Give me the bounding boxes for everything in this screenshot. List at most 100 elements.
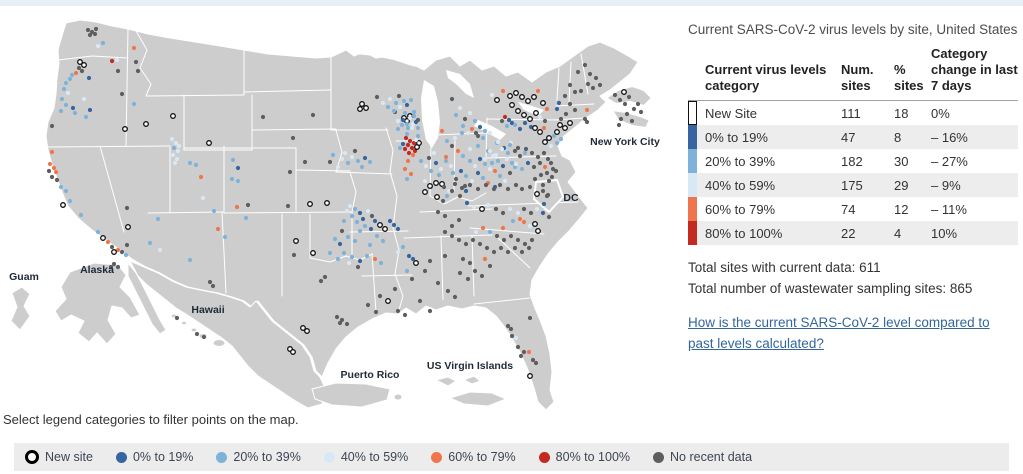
map-dot[interactable]: [357, 210, 363, 216]
map-dot[interactable]: [222, 234, 228, 240]
map-dot[interactable]: [597, 82, 603, 88]
map-dot[interactable]: [629, 118, 635, 124]
map-dot[interactable]: [541, 150, 547, 156]
map-dot[interactable]: [374, 94, 380, 100]
map-dot[interactable]: [531, 94, 537, 100]
map-dot[interactable]: [557, 122, 563, 128]
map-dot[interactable]: [413, 137, 419, 143]
map-dot[interactable]: [47, 161, 53, 167]
map-dot[interactable]: [491, 186, 497, 192]
map-dot[interactable]: [501, 237, 507, 243]
map-dot[interactable]: [365, 302, 371, 308]
map-dot[interactable]: [95, 43, 101, 49]
map-dot[interactable]: [362, 223, 368, 229]
map-dot[interactable]: [512, 122, 518, 128]
map-dot[interactable]: [556, 100, 562, 106]
map-dot[interactable]: [402, 146, 408, 152]
map-dot[interactable]: [169, 136, 175, 142]
map-dot[interactable]: [400, 141, 406, 147]
map-dot[interactable]: [500, 225, 506, 231]
map-dot[interactable]: [493, 206, 499, 212]
map-dot[interactable]: [105, 239, 111, 245]
map-dot[interactable]: [519, 166, 525, 172]
map-dot[interactable]: [367, 159, 373, 165]
map-dot[interactable]: [512, 148, 518, 154]
map-dot[interactable]: [505, 249, 511, 255]
map-dot[interactable]: [359, 101, 365, 107]
map-dot[interactable]: [171, 145, 177, 151]
map-dot[interactable]: [527, 315, 533, 321]
map-dot[interactable]: [558, 116, 564, 122]
map-dot[interactable]: [363, 105, 369, 111]
map-dot[interactable]: [70, 105, 76, 111]
map-dot[interactable]: [459, 185, 465, 191]
map-dot[interactable]: [215, 226, 221, 232]
map-dot[interactable]: [528, 124, 534, 130]
map-dot[interactable]: [542, 118, 548, 124]
map-dot[interactable]: [497, 173, 503, 179]
map-dot[interactable]: [402, 312, 408, 318]
map-dot[interactable]: [517, 126, 523, 132]
map-dot[interactable]: [590, 85, 596, 91]
map-dot[interactable]: [535, 228, 541, 234]
map-dot[interactable]: [507, 206, 513, 212]
map-dot[interactable]: [534, 191, 540, 197]
map-dot[interactable]: [59, 96, 65, 102]
map-dot[interactable]: [402, 110, 408, 116]
map-dot[interactable]: [507, 93, 513, 99]
map-dot[interactable]: [287, 169, 293, 175]
map-dot[interactable]: [445, 288, 451, 294]
map-dot[interactable]: [554, 129, 560, 135]
legend-item-new-site[interactable]: New site: [25, 450, 93, 464]
map-dot[interactable]: [513, 90, 519, 96]
map-dot[interactable]: [487, 148, 493, 154]
map-dot[interactable]: [210, 283, 216, 289]
map-dot[interactable]: [540, 182, 546, 188]
map-dot[interactable]: [537, 160, 543, 166]
map-dot[interactable]: [119, 91, 125, 97]
map-dot[interactable]: [410, 256, 416, 262]
map-dot[interactable]: [411, 140, 417, 146]
map-dot[interactable]: [500, 210, 506, 216]
map-dot[interactable]: [507, 142, 513, 148]
map-dot[interactable]: [546, 214, 552, 220]
map-dot[interactable]: [567, 82, 573, 88]
map-dot[interactable]: [60, 202, 66, 208]
map-dot[interactable]: [527, 116, 533, 122]
map-dot[interactable]: [537, 129, 543, 135]
map-dot[interactable]: [427, 183, 433, 189]
map-dot[interactable]: [339, 317, 345, 323]
map-dot[interactable]: [475, 143, 481, 149]
map-dot[interactable]: [513, 182, 519, 188]
map-dot[interactable]: [335, 256, 341, 262]
map-dot[interactable]: [83, 114, 89, 120]
map-dot[interactable]: [499, 146, 505, 152]
map-dot[interactable]: [344, 321, 350, 327]
map-dot[interactable]: [518, 353, 524, 359]
map-dot[interactable]: [452, 135, 458, 141]
map-dot[interactable]: [541, 201, 547, 207]
map-dot[interactable]: [364, 253, 370, 259]
map-dot[interactable]: [435, 209, 441, 215]
map-dot[interactable]: [538, 172, 544, 178]
map-dot[interactable]: [405, 125, 411, 131]
map-dot[interactable]: [527, 184, 533, 190]
map-dot[interactable]: [79, 68, 85, 74]
map-dot[interactable]: [456, 237, 462, 243]
map-dot[interactable]: [482, 256, 488, 262]
map-dot[interactable]: [444, 193, 450, 199]
map-dot[interactable]: [515, 210, 521, 216]
map-dot[interactable]: [436, 172, 442, 178]
map-dot[interactable]: [78, 212, 84, 218]
map-dot[interactable]: [357, 106, 363, 112]
map-dot[interactable]: [533, 360, 539, 366]
map-dot[interactable]: [411, 109, 417, 115]
map-dot[interactable]: [631, 106, 637, 112]
map-dot[interactable]: [61, 86, 67, 92]
map-dot[interactable]: [562, 93, 568, 99]
map-dot[interactable]: [449, 143, 455, 149]
map-dot[interactable]: [54, 177, 60, 183]
map-dot[interactable]: [115, 68, 121, 74]
map-dot[interactable]: [341, 218, 347, 224]
map-dot[interactable]: [479, 273, 485, 279]
